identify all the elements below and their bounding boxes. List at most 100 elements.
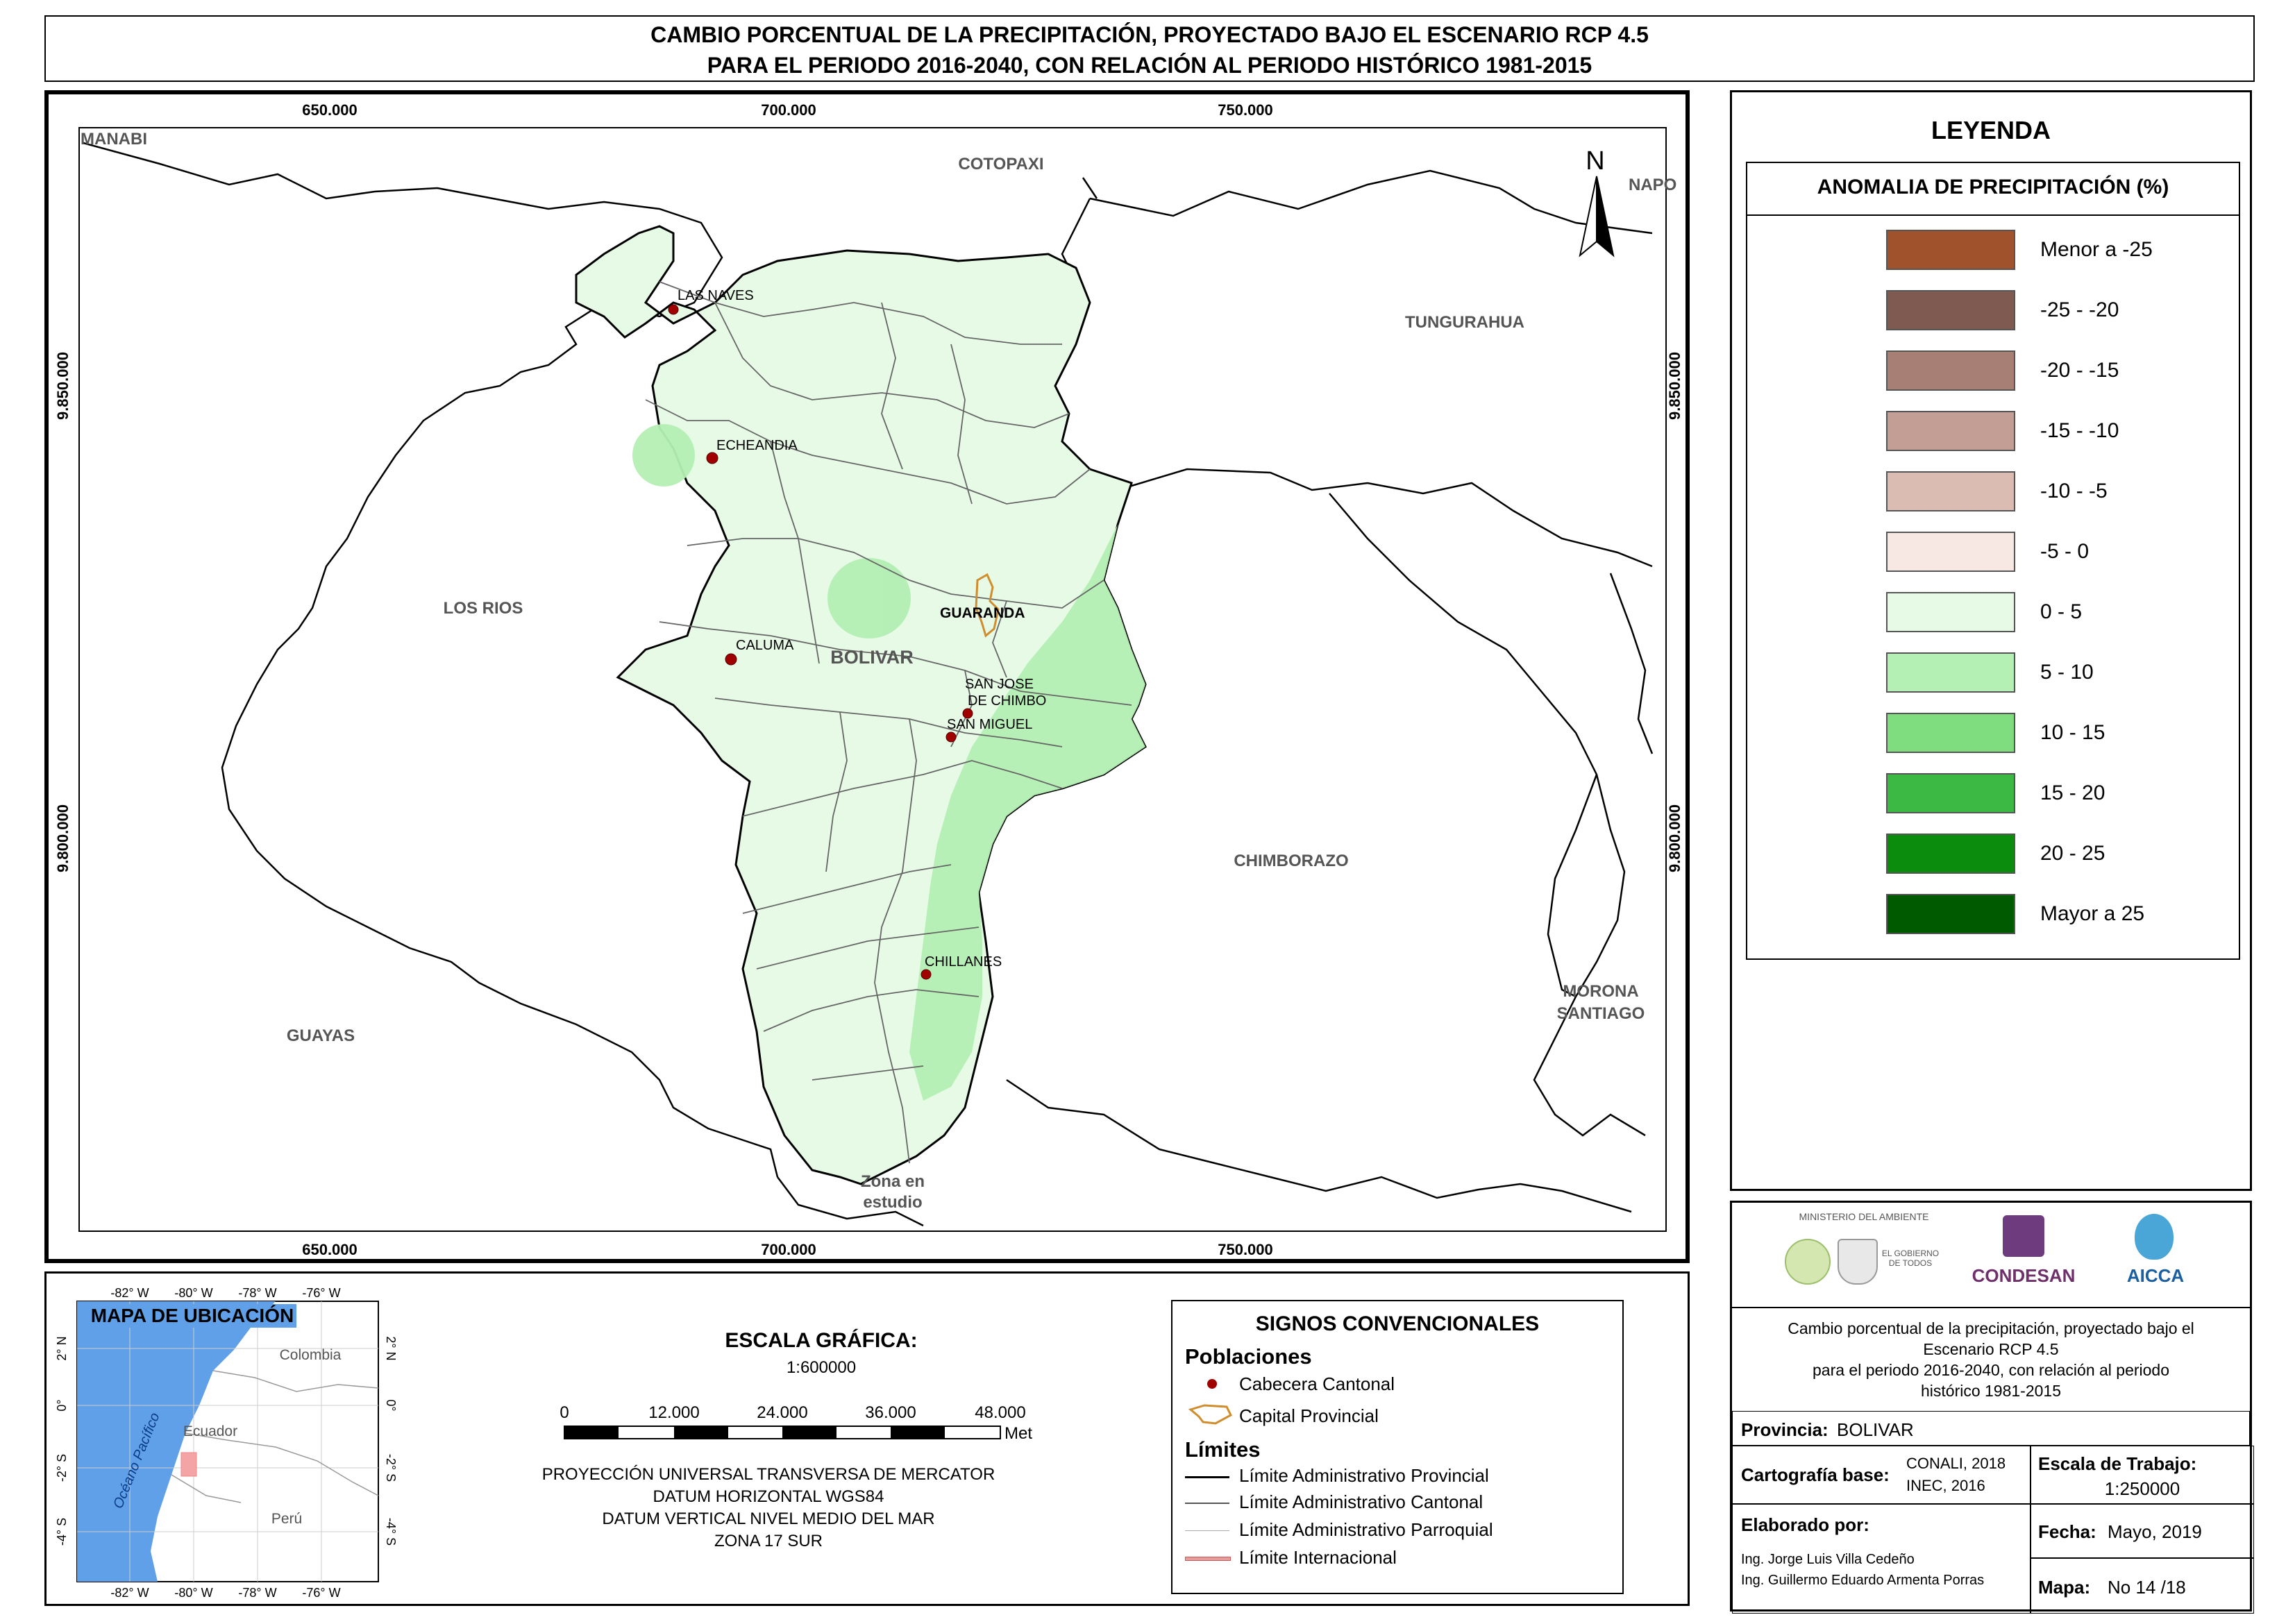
info-panel: MINISTERIO DEL AMBIENTE EL GOBIERNO DE T… [1730, 1201, 2254, 1614]
loc-lat-right-3: -2° S [384, 1454, 398, 1482]
loc-lon-top-3: -78° W [238, 1286, 276, 1300]
fecha-label: Fecha: [2038, 1521, 2096, 1542]
cabecera-dot [1207, 1379, 1217, 1389]
elaborado-label: Elaborado por: [1741, 1514, 1869, 1535]
legend-item: Mayor a 25 [1747, 894, 2239, 942]
signs-lim-int: Límite Internacional [1239, 1547, 1397, 1568]
loc-lat-right-1: 2° N [384, 1336, 398, 1360]
logo-ministerio: MINISTERIO DEL AMBIENTE [1799, 1211, 1929, 1222]
region-cotopaxi: COTOPAXI [958, 155, 1043, 174]
grid-y-left-2: 9.800.000 [54, 804, 72, 872]
grid-x-bottom-1: 650.000 [302, 1241, 358, 1258]
provincia-label: Provincia: [1741, 1419, 1829, 1440]
scale-tick: 12.000 [648, 1403, 699, 1422]
line-cantonal [1185, 1503, 1229, 1504]
loc-colombia: Colombia [280, 1347, 342, 1363]
loc-lon-top-4: -76° W [302, 1286, 340, 1300]
zona-estudio-2: estudio [863, 1193, 922, 1212]
line-internacional [1185, 1557, 1231, 1561]
legend-label: -10 - -5 [2040, 480, 2108, 502]
map-title-line2: PARA EL PERIODO 2016-2040, CON RELACIÓN … [707, 53, 1592, 78]
legend-label: 0 - 5 [2040, 600, 2083, 623]
grid-x-top-2: 700.000 [761, 101, 816, 119]
anomaly-patches [632, 424, 1145, 1101]
main-map-frame: 650.000 700.000 750.000 650.000 700.000 … [44, 90, 1690, 1263]
mapa-label: Mapa: [2038, 1577, 2091, 1598]
ecuador-shield-icon [1838, 1239, 1878, 1285]
legend-divider [1747, 214, 2239, 216]
info-desc-2: Escenario RCP 4.5 [1923, 1340, 2059, 1358]
legend-label: -20 - -15 [2040, 359, 2119, 382]
scale-bar: 0 12.000 24.000 36.000 48.000 Metros [560, 1403, 1032, 1443]
grid-x-top-1: 650.000 [302, 101, 358, 119]
loc-lon-top-1: -82° W [110, 1286, 149, 1300]
region-guayas: GUAYAS [287, 1026, 355, 1045]
legend-item: -20 - -15 [1747, 350, 2239, 399]
town-chillanes: CHILLANES [925, 954, 1002, 970]
legend-item: 5 - 10 [1747, 652, 2239, 701]
loc-title-bg [88, 1304, 296, 1328]
study-area-highlight [180, 1452, 197, 1477]
ocean-shape [77, 1301, 276, 1582]
scale-tick: 48.000 [975, 1403, 1025, 1422]
region-tungurahua: TUNGURAHUA [1405, 313, 1524, 332]
legend-label: -15 - -10 [2040, 419, 2119, 442]
capital-symbol [1188, 1404, 1232, 1425]
cartografia-2: INEC, 2016 [1906, 1477, 1985, 1494]
legend-item: -5 - 0 [1747, 532, 2239, 580]
mapa-cell: Mapa: No 14 /18 [2031, 1558, 2254, 1614]
legend-label: -25 - -20 [2040, 298, 2119, 321]
loc-lat-left-4: -4° S [55, 1518, 69, 1546]
fecha-cell: Fecha: Mayo, 2019 [2031, 1504, 2254, 1558]
zona-estudio-1: Zona en [861, 1172, 925, 1191]
loc-lat-left-1: 2° N [55, 1336, 69, 1360]
legend-swatch [1886, 411, 2015, 451]
grid-x-bottom-2: 700.000 [761, 1241, 816, 1258]
legend-label: 15 - 20 [2040, 781, 2105, 804]
logo-condesan: CONDESAN [1972, 1265, 2076, 1286]
signs-cabecera: Cabecera Cantonal [1239, 1373, 1395, 1394]
legend-label: 20 - 25 [2040, 842, 2105, 865]
loc-ecuador: Ecuador [183, 1423, 237, 1439]
capital-outline [975, 573, 1000, 638]
loc-lat-left-3: -2° S [55, 1454, 69, 1482]
mapa-value: No 14 /18 [2108, 1577, 2186, 1598]
internal-boundaries [645, 281, 1132, 1164]
elaborado-cell: Elaborado por: Ing. Jorge Luis Villa Ced… [1732, 1504, 2031, 1614]
grid-x-top-3: 750.000 [1218, 101, 1273, 119]
grid-x-bottom-3: 750.000 [1218, 1241, 1273, 1258]
loc-lon-bot-1: -82° W [110, 1586, 149, 1600]
location-map[interactable]: -82° W -80° W -78° W -76° W -82° W -80° … [47, 1274, 439, 1601]
signs-lim-prov: Límite Administrativo Provincial [1239, 1465, 1489, 1486]
legend-label: Mayor a 25 [2040, 902, 2145, 925]
scale-tick: 36.000 [865, 1403, 916, 1422]
legend-swatch [1886, 290, 2015, 330]
escala-cell: Escala de Trabajo: 1:250000 [2031, 1446, 2254, 1504]
town-dots [668, 304, 973, 980]
escala-label: Escala de Trabajo: [2038, 1453, 2197, 1474]
info-desc-1: Cambio porcentual de la precipitación, p… [1788, 1319, 2194, 1337]
cartografia-1: CONALI, 2018 [1906, 1455, 2006, 1472]
loc-lon-bot-3: -78° W [238, 1586, 276, 1600]
town-las-naves: LAS NAVES [678, 288, 754, 303]
north-arrow: N [1579, 146, 1615, 257]
ministerio-logo-icon [1785, 1239, 1831, 1285]
legend-items: Menor a -25 -25 - -20 -20 - -15 -15 - -1… [1747, 230, 2239, 951]
signs-lim-parr: Límite Administrativo Parroquial [1239, 1519, 1493, 1540]
region-manabi: MANABI [81, 130, 147, 149]
legend-subtitle: ANOMALIA DE PRECIPITACIÓN (%) [1817, 176, 2169, 198]
legend-swatch [1886, 350, 2015, 391]
projection-line1: PROYECCIÓN UNIVERSAL TRANSVERSA DE MERCA… [541, 1465, 995, 1484]
logo-aicca: AICCA [2126, 1265, 2185, 1286]
loc-peru: Perú [271, 1511, 302, 1527]
legend-item: Menor a -25 [1747, 230, 2239, 278]
legend-label: -5 - 0 [2040, 540, 2090, 563]
legend-item: -15 - -10 [1747, 411, 2239, 459]
loc-lat-right-4: -4° S [384, 1518, 398, 1546]
grid-y-left-1: 9.850.000 [54, 352, 72, 420]
legend-swatch [1886, 652, 2015, 693]
grid-y-right-1: 9.850.000 [1666, 352, 1683, 420]
main-map[interactable]: 650.000 700.000 750.000 650.000 700.000 … [49, 94, 1685, 1259]
capital-guaranda: GUARANDA [940, 605, 1025, 621]
info-divider [1732, 1307, 2250, 1308]
